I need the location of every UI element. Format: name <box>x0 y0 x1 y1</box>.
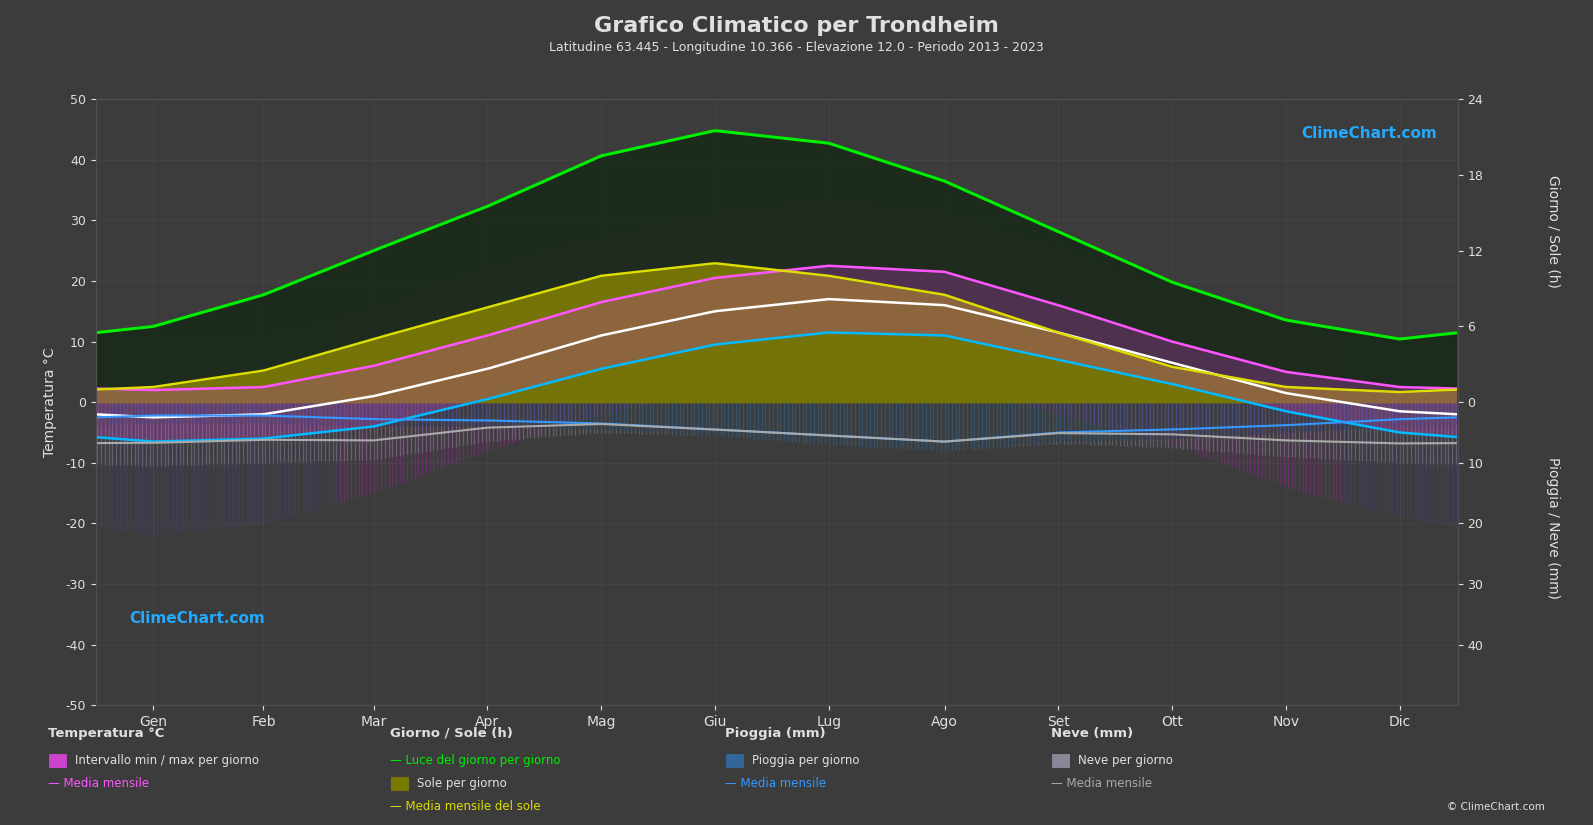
Text: Temperatura °C: Temperatura °C <box>48 727 164 740</box>
Text: Giorno / Sole (h): Giorno / Sole (h) <box>1547 175 1560 287</box>
Y-axis label: Temperatura °C: Temperatura °C <box>43 347 57 457</box>
Text: ClimeChart.com: ClimeChart.com <box>129 611 266 626</box>
Text: Neve (mm): Neve (mm) <box>1051 727 1134 740</box>
Text: Intervallo min / max per giorno: Intervallo min / max per giorno <box>75 754 260 767</box>
Text: Pioggia / Neve (mm): Pioggia / Neve (mm) <box>1547 457 1560 599</box>
Text: Pioggia per giorno: Pioggia per giorno <box>752 754 859 767</box>
Text: Neve per giorno: Neve per giorno <box>1078 754 1174 767</box>
Text: © ClimeChart.com: © ClimeChart.com <box>1448 802 1545 812</box>
Text: — Media mensile: — Media mensile <box>725 777 825 790</box>
Text: Pioggia (mm): Pioggia (mm) <box>725 727 825 740</box>
Text: Sole per giorno: Sole per giorno <box>417 777 507 790</box>
Text: Grafico Climatico per Trondheim: Grafico Climatico per Trondheim <box>594 16 999 36</box>
Text: Giorno / Sole (h): Giorno / Sole (h) <box>390 727 513 740</box>
Text: ClimeChart.com: ClimeChart.com <box>1301 126 1437 141</box>
Text: — Media mensile del sole: — Media mensile del sole <box>390 800 542 813</box>
Text: — Media mensile: — Media mensile <box>1051 777 1152 790</box>
Text: — Media mensile: — Media mensile <box>48 777 148 790</box>
Text: — Luce del giorno per giorno: — Luce del giorno per giorno <box>390 754 561 767</box>
Text: Latitudine 63.445 - Longitudine 10.366 - Elevazione 12.0 - Periodo 2013 - 2023: Latitudine 63.445 - Longitudine 10.366 -… <box>550 41 1043 54</box>
